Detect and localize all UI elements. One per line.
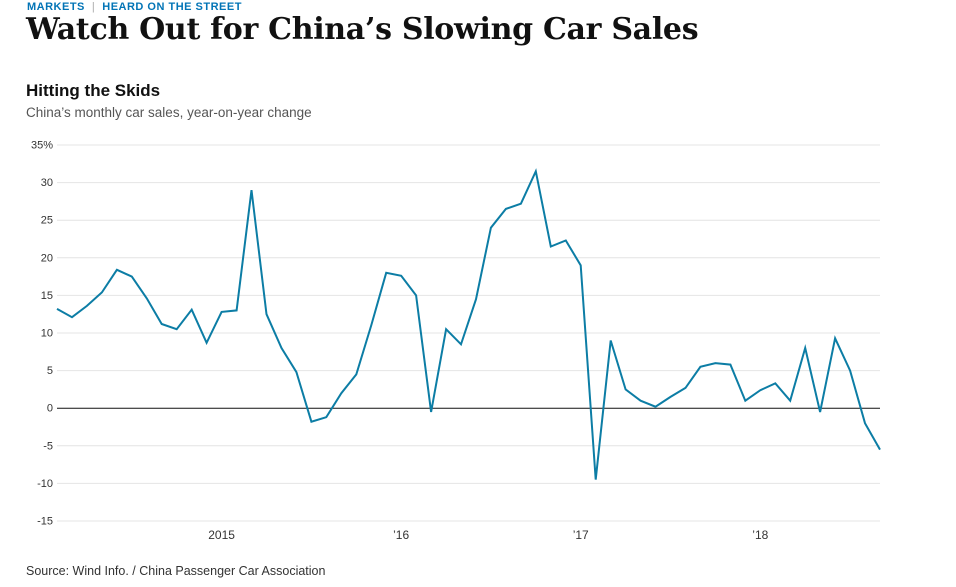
x-axis-tick-label: ’16 [393, 528, 409, 542]
article-headline: Watch Out for China’s Slowing Car Sales [26, 12, 699, 47]
section-link-heard-on-the-street[interactable]: HEARD ON THE STREET [102, 1, 242, 13]
x-axis-tick-label: 2015 [208, 528, 235, 542]
y-axis-tick-label: -15 [37, 516, 53, 528]
y-axis-tick-label: 35% [31, 140, 53, 152]
chart-source: Source: Wind Info. / China Passenger Car… [26, 564, 326, 578]
y-axis-tick-label: 20 [41, 252, 53, 264]
y-axis-tick-label: -10 [37, 478, 53, 490]
breadcrumb: MARKETS | HEARD ON THE STREET [27, 1, 242, 13]
y-axis-tick-label: 5 [47, 365, 53, 377]
y-axis-tick-label: 25 [41, 215, 53, 227]
y-axis-tick-label: 10 [41, 328, 53, 340]
breadcrumb-separator: | [91, 1, 96, 13]
section-link-markets[interactable]: MARKETS [27, 1, 85, 13]
y-axis-tick-label: -5 [43, 440, 53, 452]
y-axis-tick-label: 15 [41, 290, 53, 302]
x-axis-tick-label: ’18 [752, 528, 768, 542]
y-axis-tick-label: 30 [41, 177, 53, 189]
x-axis-tick-label: ’17 [573, 528, 589, 542]
chart-title: Hitting the Skids [26, 81, 161, 100]
series-line-china-car-sales [56, 168, 881, 480]
chart-subtitle: China’s monthly car sales, year-on-year … [26, 105, 312, 120]
y-axis-tick-label: 0 [47, 403, 53, 415]
